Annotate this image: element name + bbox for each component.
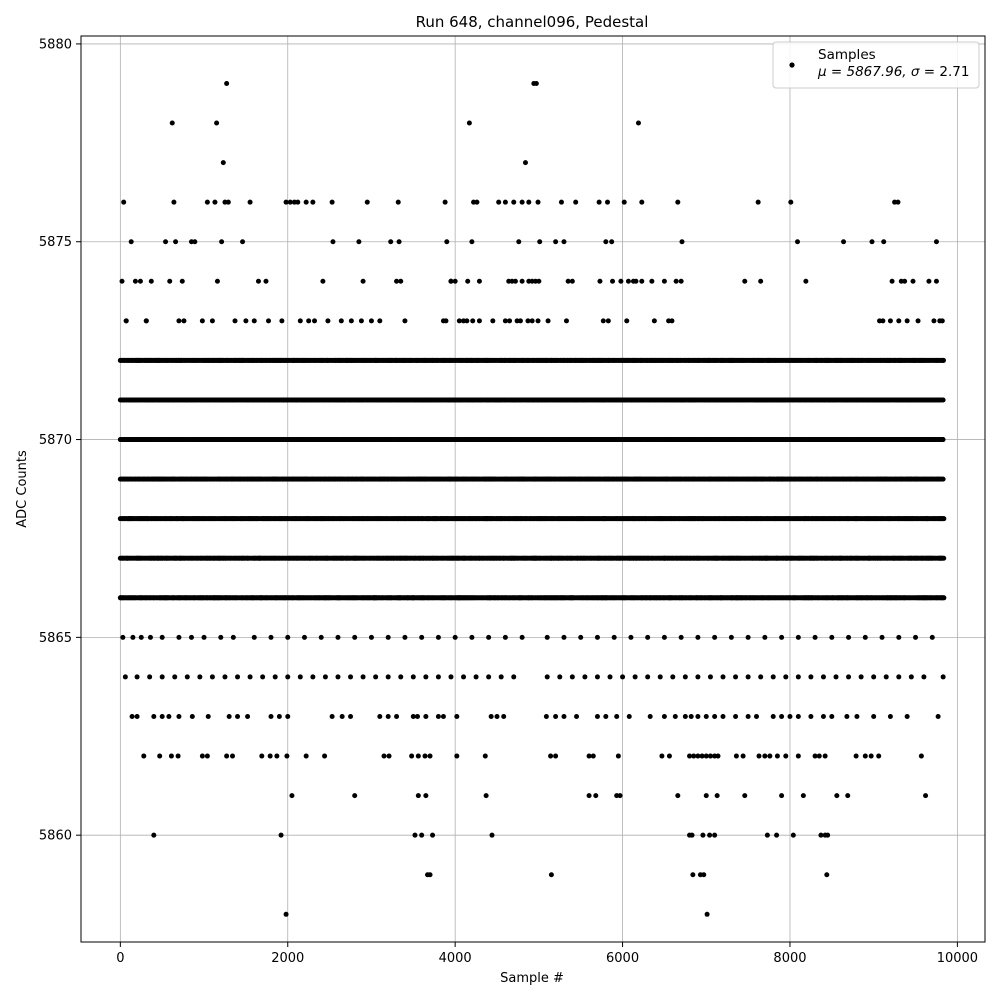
data-point <box>940 437 946 443</box>
data-point <box>941 555 947 561</box>
data-points <box>117 80 947 917</box>
chart-title: Run 648, channel096, Pedestal <box>416 13 649 31</box>
data-point <box>940 397 946 403</box>
data-point <box>941 595 947 601</box>
data-point <box>941 516 947 522</box>
data-point <box>940 476 946 482</box>
